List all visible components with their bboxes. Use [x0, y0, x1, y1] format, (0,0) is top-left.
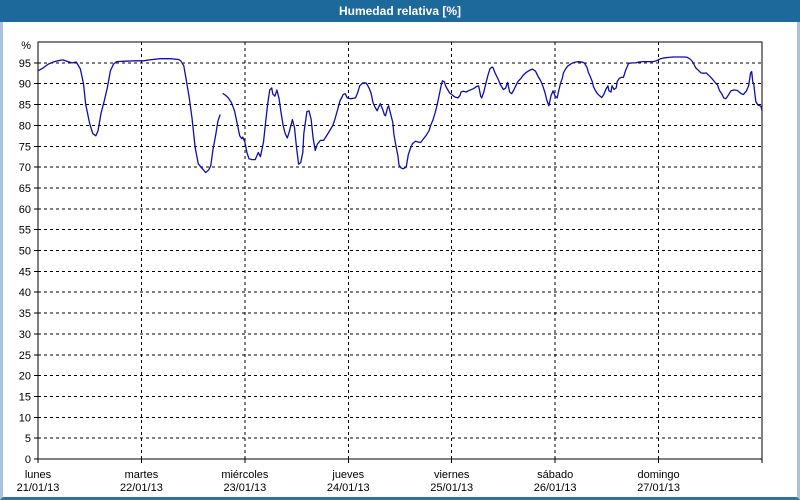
x-day-label: sábado: [537, 469, 573, 481]
y-tick-label: 75: [19, 141, 31, 153]
y-tick-label: 45: [19, 266, 31, 278]
y-tick-label: 85: [19, 100, 31, 112]
humidity-line-segment: [222, 56, 763, 170]
y-tick-label: 25: [19, 350, 31, 362]
x-date-label: 22/01/13: [120, 482, 163, 494]
y-tick-label: 70: [19, 162, 31, 174]
y-tick-label: 65: [19, 183, 31, 195]
y-tick-label: 90: [19, 79, 31, 91]
plot-frame: [37, 41, 763, 460]
y-tick-label: 0: [25, 454, 31, 466]
x-date-label: 27/01/13: [637, 482, 680, 494]
y-tick-label: 20: [19, 371, 31, 383]
chart-title: Humedad relativa [%]: [338, 4, 462, 18]
y-tick-label: 35: [19, 308, 31, 320]
y-tick-label: 30: [19, 329, 31, 341]
x-day-label: martes: [125, 469, 159, 481]
x-date-label: 26/01/13: [534, 482, 577, 494]
humidity-chart: 0 5 10 15 20 25 30 35 40 45 50 55 60 65 70 75 80 85 90 95% l…: [17, 40, 763, 494]
x-date-label: 24/01/13: [327, 482, 370, 494]
chart-area: 0 5 10 15 20 25 30 35 40 45 50 55 60 65 70 75 80 85 90 95% l…: [0, 22, 800, 500]
y-tick-label: 55: [19, 225, 31, 237]
y-tick-label: 80: [19, 120, 31, 132]
y-tick-label: 5: [25, 433, 31, 445]
y-tick-label: 60: [19, 204, 31, 216]
x-day-label: miércoles: [221, 469, 269, 481]
x-day-label: domingo: [637, 469, 679, 481]
humidity-line-segment: [37, 58, 221, 174]
y-axis-unit-label: %: [21, 40, 31, 52]
x-date-label: 25/01/13: [430, 482, 473, 494]
x-day-label: viernes: [434, 469, 470, 481]
y-tick-label: 40: [19, 287, 31, 299]
title-bar: Humedad relativa [%]: [0, 0, 800, 22]
x-day-label: lunes: [25, 469, 52, 481]
y-tick-label: 10: [19, 412, 31, 424]
y-tick-label: 95: [19, 58, 31, 70]
y-tick-label: 50: [19, 246, 31, 258]
x-date-label: 21/01/13: [17, 482, 60, 494]
x-date-label: 23/01/13: [223, 482, 266, 494]
y-tick-label: 15: [19, 391, 31, 403]
x-day-label: jueves: [331, 469, 364, 481]
